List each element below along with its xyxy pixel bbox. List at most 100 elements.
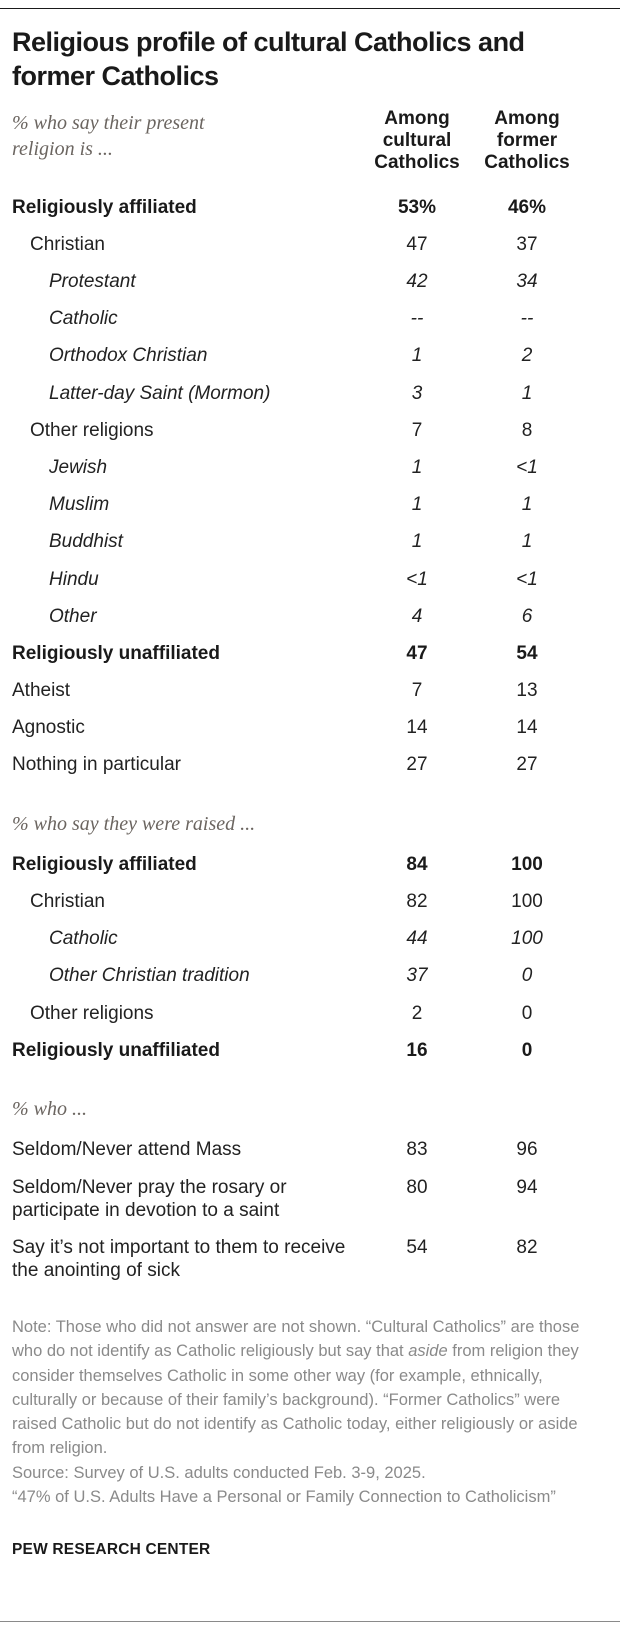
table-row: Muslim 1 1 — [12, 486, 608, 523]
table-row: Catholic -- -- — [12, 300, 608, 337]
table-row: Say it’s not important to them to receiv… — [12, 1229, 608, 1289]
row-value: 47 — [406, 233, 428, 255]
row-value: 0 — [521, 965, 533, 987]
row-value: 100 — [511, 891, 543, 913]
column-header-former-catholics: Among former Catholics — [484, 107, 570, 174]
row-label: Nothing in particular — [12, 754, 181, 776]
table-row: Other Christian tradition 37 0 — [12, 957, 608, 994]
row-label: Other religions — [30, 1002, 154, 1024]
top-rule — [0, 8, 620, 9]
row-value: 44 — [406, 928, 428, 950]
row-label: Atheist — [12, 680, 71, 702]
row-value: -- — [410, 308, 424, 330]
row-label: Hindu — [49, 568, 99, 590]
table-row: Latter-day Saint (Mormon) 3 1 — [12, 375, 608, 412]
row-label: Religiously affiliated — [12, 853, 197, 875]
row-value: 14 — [516, 717, 538, 739]
chart-content: Religious profile of cultural Catholics … — [0, 9, 620, 1559]
row-label: Other Christian tradition — [49, 965, 250, 987]
row-value: 37 — [516, 233, 538, 255]
row-value: 1 — [411, 494, 423, 516]
row-value: 14 — [406, 717, 428, 739]
row-label: Seldom/Never pray the rosary or particip… — [12, 1176, 287, 1221]
row-label: Christian — [30, 233, 105, 255]
row-label: Agnostic — [12, 717, 85, 739]
table-row: Seldom/Never attend Mass 83 96 — [12, 1131, 608, 1168]
section-label-present-religion: % who say their present religion is ... — [12, 111, 205, 160]
row-label: Seldom/Never attend Mass — [12, 1139, 242, 1161]
row-value: 96 — [516, 1139, 538, 1161]
row-value: 3 — [411, 382, 423, 404]
table-row: Orthodox Christian 1 2 — [12, 337, 608, 374]
row-label: Other — [49, 605, 97, 627]
row-label: Religiously unaffiliated — [12, 1039, 220, 1061]
row-value: 53% — [397, 196, 437, 218]
note-italic-word: aside — [408, 1342, 448, 1361]
table-row: Buddhist 1 1 — [12, 523, 608, 560]
table-row: Atheist 7 13 — [12, 672, 608, 709]
row-value: 37 — [406, 965, 428, 987]
row-label: Latter-day Saint (Mormon) — [49, 382, 271, 404]
row-value: 1 — [411, 456, 423, 478]
table-row: Protestant 42 34 — [12, 263, 608, 300]
table-row: Seldom/Never pray the rosary or particip… — [12, 1169, 608, 1229]
row-label: Orthodox Christian — [49, 345, 208, 367]
table-row: Catholic 44 100 — [12, 920, 608, 957]
row-value: 4 — [411, 605, 423, 627]
row-value: 94 — [516, 1176, 538, 1198]
section-label: % who ... — [12, 1097, 87, 1120]
row-value: 27 — [406, 754, 428, 776]
report-title-text: “47% of U.S. Adults Have a Personal or F… — [12, 1487, 556, 1506]
row-value: 0 — [521, 1039, 533, 1061]
row-value: 100 — [511, 928, 543, 950]
row-label: Buddhist — [49, 531, 123, 553]
section-label: % who say they were raised ... — [12, 812, 256, 835]
table-row: Nothing in particular 27 27 — [12, 746, 608, 783]
row-label: Protestant — [49, 271, 136, 293]
row-value: 84 — [406, 853, 428, 875]
row-value: 1 — [521, 494, 533, 516]
note-part2: from religion they consider themselves C… — [12, 1342, 579, 1458]
row-value: <1 — [516, 456, 538, 478]
source-text: Source: Survey of U.S. adults conducted … — [12, 1463, 426, 1482]
row-value: 27 — [516, 754, 538, 776]
row-label: Catholic — [49, 928, 118, 950]
row-value: 6 — [521, 605, 533, 627]
row-value: 13 — [516, 680, 538, 702]
row-value: 2 — [521, 345, 533, 367]
bottom-rule — [0, 1621, 620, 1622]
row-value: 7 — [411, 419, 423, 441]
row-value: 7 — [411, 680, 423, 702]
row-value: 0 — [521, 1002, 533, 1024]
row-value: 2 — [411, 1002, 423, 1024]
row-label: Say it’s not important to them to receiv… — [12, 1236, 346, 1282]
column-header-cultural-catholics: Among cultural Catholics — [374, 107, 460, 174]
pew-research-center-wordmark: PEW RESEARCH CENTER — [12, 1541, 211, 1559]
row-value: 8 — [521, 419, 533, 441]
row-value: 54 — [406, 1236, 428, 1258]
row-value: 82 — [406, 891, 428, 913]
row-label: Other religions — [30, 419, 154, 441]
row-value: 1 — [411, 531, 423, 553]
row-value: 47 — [406, 642, 428, 664]
table-row: Other 4 6 — [12, 598, 608, 635]
row-label: Muslim — [49, 494, 110, 516]
table-row: Other religions 7 8 — [12, 412, 608, 449]
table-row: Agnostic 14 14 — [12, 709, 608, 746]
row-label: Religiously affiliated — [12, 196, 197, 218]
table-row: Christian 47 37 — [12, 226, 608, 263]
row-value: <1 — [516, 568, 538, 590]
chart-title: Religious profile of cultural Catholics … — [12, 27, 525, 92]
table-row: Religiously affiliated 84 100 — [12, 846, 608, 883]
table-row: Religiously unaffiliated 16 0 — [12, 1032, 608, 1069]
row-value: 1 — [411, 345, 423, 367]
row-label: Christian — [30, 891, 105, 913]
row-value: 83 — [406, 1139, 428, 1161]
row-value: 80 — [406, 1176, 428, 1198]
table-row: Other religions 2 0 — [12, 995, 608, 1032]
row-value: 46% — [507, 196, 547, 218]
row-value: 100 — [511, 853, 543, 875]
table-row: Christian 82 100 — [12, 883, 608, 920]
table-row: Religiously affiliated 53% 46% — [12, 189, 608, 226]
row-value: 1 — [521, 382, 533, 404]
